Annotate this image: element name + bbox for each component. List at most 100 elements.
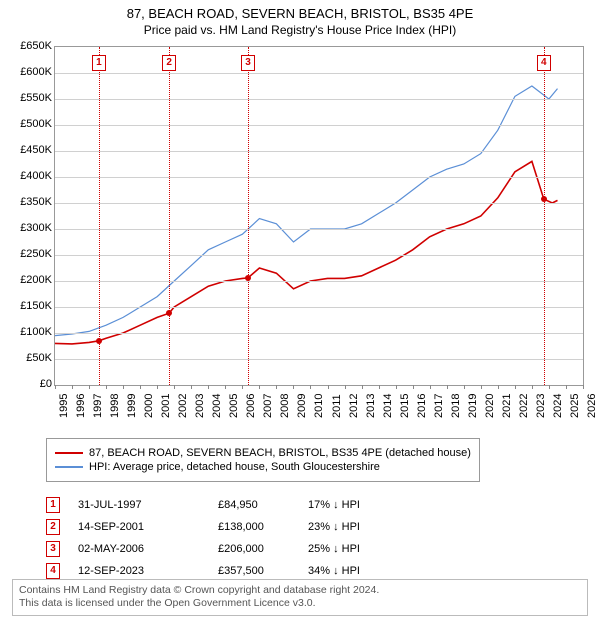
legend-row-hpi: HPI: Average price, detached house, Sout… [55,461,471,473]
y-axis-label: £0 [8,378,52,390]
x-axis-label: 2009 [296,394,308,418]
x-tick [515,385,516,389]
sale-date-2: 14-SEP-2001 [78,521,218,533]
sale-vline [169,47,170,385]
sale-marker-box: 2 [162,55,176,71]
sale-vline [544,47,545,385]
footer-line-2: This data is licensed under the Open Gov… [19,597,581,611]
x-tick [55,385,56,389]
x-axis-label: 2023 [535,394,547,418]
sale-price-2: £138,000 [218,521,308,533]
sale-marker-box: 3 [241,55,255,71]
y-axis-label: £300K [8,222,52,234]
y-axis-label: £100K [8,326,52,338]
title-line-1: 87, BEACH ROAD, SEVERN BEACH, BRISTOL, B… [0,6,600,21]
x-tick [566,385,567,389]
x-axis-label: 2026 [586,394,598,418]
sale-date-4: 12-SEP-2023 [78,565,218,577]
x-tick [106,385,107,389]
x-axis-label: 2012 [348,394,360,418]
x-tick [345,385,346,389]
x-tick [293,385,294,389]
y-axis-label: £250K [8,248,52,260]
legend-swatch-property [55,452,83,454]
y-axis-label: £450K [8,144,52,156]
x-tick [123,385,124,389]
sale-vline [99,47,100,385]
sale-table: 1 31-JUL-1997 £84,950 17% ↓ HPI 2 14-SEP… [46,494,398,582]
sale-dot [166,310,172,316]
sale-marker-box: 4 [537,55,551,71]
gridline [55,307,583,308]
x-tick [549,385,550,389]
x-tick [328,385,329,389]
y-axis-label: £150K [8,300,52,312]
x-axis-label: 1996 [75,394,87,418]
x-axis-label: 2025 [569,394,581,418]
x-axis-label: 2022 [518,394,530,418]
x-tick [208,385,209,389]
y-axis-label: £200K [8,274,52,286]
x-tick [242,385,243,389]
x-axis-label: 2000 [143,394,155,418]
x-tick [379,385,380,389]
x-axis-label: 2010 [313,394,325,418]
sale-marker-2: 2 [46,519,60,535]
sale-marker-box: 1 [92,55,106,71]
sale-date-3: 02-MAY-2006 [78,543,218,555]
plot-area: 1 2 3 4 [54,46,584,386]
x-axis-label: 1999 [126,394,138,418]
series-line-hpi [55,86,558,336]
x-tick [413,385,414,389]
title-block: 87, BEACH ROAD, SEVERN BEACH, BRISTOL, B… [0,0,600,37]
x-tick [157,385,158,389]
gridline [55,281,583,282]
y-axis-label: £550K [8,92,52,104]
x-tick [191,385,192,389]
legend-swatch-hpi [55,466,83,468]
sale-marker-1: 1 [46,497,60,513]
x-tick [447,385,448,389]
x-tick [396,385,397,389]
x-tick [430,385,431,389]
x-axis-label: 2017 [433,394,445,418]
y-axis-label: £400K [8,170,52,182]
x-axis-label: 2002 [177,394,189,418]
legend-label-hpi: HPI: Average price, detached house, Sout… [89,461,380,473]
sale-marker-3: 3 [46,541,60,557]
sale-price-1: £84,950 [218,499,308,511]
x-tick [259,385,260,389]
y-axis-label: £650K [8,40,52,52]
legend-box: 87, BEACH ROAD, SEVERN BEACH, BRISTOL, B… [46,438,480,482]
x-axis-label: 1997 [92,394,104,418]
y-axis-label: £350K [8,196,52,208]
x-axis-label: 2015 [399,394,411,418]
x-tick [174,385,175,389]
footer-box: Contains HM Land Registry data © Crown c… [12,579,588,616]
x-axis-label: 2018 [450,394,462,418]
x-axis-label: 2014 [382,394,394,418]
chart-container: 87, BEACH ROAD, SEVERN BEACH, BRISTOL, B… [0,0,600,620]
sale-dot [245,275,251,281]
x-axis-label: 2003 [194,394,206,418]
x-tick [89,385,90,389]
title-line-2: Price paid vs. HM Land Registry's House … [0,23,600,37]
series-line-property [55,161,558,344]
x-tick [72,385,73,389]
gridline [55,177,583,178]
sale-marker-4: 4 [46,563,60,579]
sale-row-2: 2 14-SEP-2001 £138,000 23% ↓ HPI [46,516,398,538]
x-axis-label: 2004 [211,394,223,418]
x-axis-label: 1998 [109,394,121,418]
sale-pct-4: 34% ↓ HPI [308,565,398,577]
gridline [55,255,583,256]
sale-price-4: £357,500 [218,565,308,577]
y-axis-label: £500K [8,118,52,130]
x-axis-label: 2020 [484,394,496,418]
x-tick [532,385,533,389]
gridline [55,203,583,204]
gridline [55,125,583,126]
sale-pct-2: 23% ↓ HPI [308,521,398,533]
x-axis-label: 2008 [279,394,291,418]
sale-row-1: 1 31-JUL-1997 £84,950 17% ↓ HPI [46,494,398,516]
